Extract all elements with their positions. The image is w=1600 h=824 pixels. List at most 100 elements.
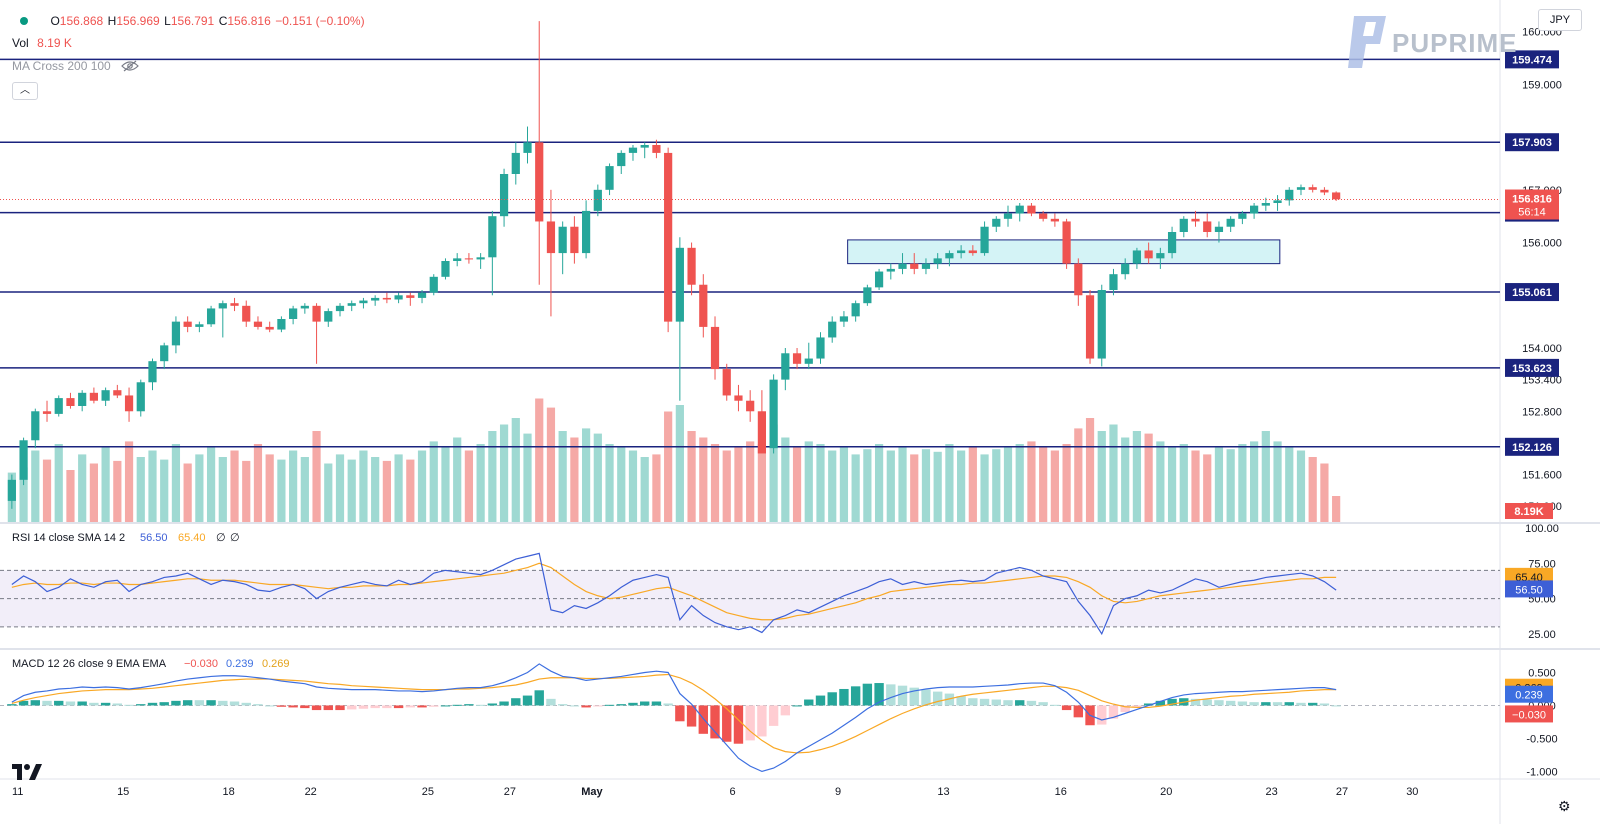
- macd-histogram-bar: [417, 705, 427, 708]
- macd-histogram-bar: [557, 704, 568, 706]
- volume-bar: [746, 441, 755, 522]
- macd-line: [11, 663, 1337, 773]
- macd-histogram-bar: [792, 705, 802, 707]
- macd-histogram-bar: [1319, 703, 1330, 706]
- volume-bar: [511, 418, 520, 522]
- volume-bar: [1156, 441, 1165, 522]
- macd-histogram-bar: [745, 705, 755, 741]
- rsi-value: 56.50: [140, 532, 168, 544]
- macd-histogram-tag-label: −0.030: [1512, 709, 1546, 721]
- volume-bar: [289, 450, 298, 522]
- time-axis-label: 13: [937, 786, 949, 798]
- volume-bar: [78, 454, 87, 522]
- macd-histogram-bar: [593, 705, 603, 707]
- settings-gear-icon[interactable]: ⚙: [1558, 798, 1571, 814]
- candle-body: [429, 276, 438, 293]
- time-axis-label: 11: [12, 786, 23, 798]
- macd-histogram-bar: [534, 690, 544, 706]
- macd-histogram-bar: [1225, 700, 1236, 706]
- candle-body: [1156, 253, 1165, 259]
- volume-value: 8.19 K: [37, 36, 72, 50]
- candle-body: [1273, 200, 1282, 203]
- macd-histogram-bar: [686, 705, 697, 727]
- macd-histogram-bar: [850, 686, 861, 706]
- candle-body: [382, 297, 391, 300]
- volume-bar: [851, 454, 860, 522]
- candle-body: [851, 303, 860, 317]
- volume-bar: [31, 450, 40, 522]
- candle-body: [54, 398, 63, 414]
- candle-body: [78, 392, 87, 406]
- macd-histogram-bar: [1155, 700, 1166, 706]
- rsi-tick-label: 100.00: [1525, 523, 1559, 535]
- macd-histogram-bar: [710, 705, 720, 739]
- candle-body: [289, 308, 298, 319]
- volume-bar: [406, 459, 415, 522]
- candle-body: [1179, 218, 1188, 232]
- candle-body: [523, 142, 532, 153]
- candle-body: [124, 395, 134, 412]
- volume-bar: [335, 454, 345, 522]
- macd-histogram-bar: [757, 705, 767, 737]
- volume-bar: [488, 431, 497, 522]
- macd-histogram-bar: [54, 700, 64, 706]
- volume-bar: [992, 449, 1001, 522]
- macd-histogram-bar: [18, 700, 29, 706]
- macd-histogram-bar: [358, 705, 369, 709]
- rsi-tick-label: 25.00: [1528, 629, 1556, 641]
- volume-bar: [757, 444, 766, 522]
- volume-bar: [769, 424, 778, 522]
- collapse-legend-button[interactable]: ︿: [12, 82, 38, 100]
- candle-body: [1050, 218, 1059, 222]
- candle-body: [1296, 187, 1306, 190]
- volume-bar: [382, 460, 391, 522]
- macd-histogram-bar: [276, 705, 287, 707]
- macd-signal-value: 0.269: [262, 658, 290, 670]
- macd-histogram-bar: [604, 704, 615, 706]
- macd-histogram-tag: [1505, 705, 1553, 723]
- candle-body: [968, 250, 977, 254]
- candle-body: [1214, 226, 1224, 232]
- candle-body: [910, 263, 919, 269]
- level-price-label: 157.903: [1512, 137, 1552, 149]
- candle-body: [933, 258, 942, 264]
- candle-body: [874, 271, 884, 288]
- candle-body: [300, 305, 309, 309]
- candle-body: [898, 263, 907, 269]
- volume-bar: [101, 446, 110, 522]
- macd-histogram-bar: [1097, 705, 1107, 725]
- eye-off-icon[interactable]: [121, 60, 140, 72]
- candle-body: [617, 152, 626, 167]
- macd-histogram-bar: [1003, 700, 1013, 706]
- rsi-tag: [1505, 580, 1553, 598]
- volume-bar: [230, 450, 239, 522]
- ohlc-low: L156.791: [164, 14, 215, 28]
- currency-selector[interactable]: JPY: [1538, 9, 1582, 31]
- candle-body: [828, 321, 837, 338]
- candle-body: [1097, 290, 1106, 359]
- volume-bar: [1308, 457, 1317, 522]
- macd-tick-label: -0.500: [1526, 733, 1557, 745]
- volume-bar: [1250, 441, 1259, 522]
- volume-bar: [113, 460, 122, 522]
- candle-body: [804, 358, 813, 364]
- volume-badge-tag: [1505, 503, 1553, 519]
- volume-bar: [1109, 424, 1118, 522]
- volume-bar: [324, 463, 333, 522]
- macd-histogram-bar: [991, 699, 1001, 706]
- volume-bar: [921, 449, 931, 522]
- rsi-sma-line: [11, 562, 1337, 621]
- candle-body: [406, 295, 415, 298]
- level-price-tag: [1505, 283, 1559, 302]
- ma-cross-legend[interactable]: MA Cross 200 100: [12, 57, 140, 75]
- macd-histogram-bar: [370, 705, 380, 709]
- macd-histogram-bar: [1026, 700, 1037, 706]
- volume-bar: [781, 437, 790, 522]
- macd-histogram-bar: [464, 704, 474, 706]
- level-price-tag: [1505, 437, 1559, 456]
- candle-body: [335, 305, 345, 312]
- macd-histogram-bar: [675, 705, 685, 722]
- candle-body: [113, 390, 122, 396]
- macd-histogram-bar: [546, 698, 556, 706]
